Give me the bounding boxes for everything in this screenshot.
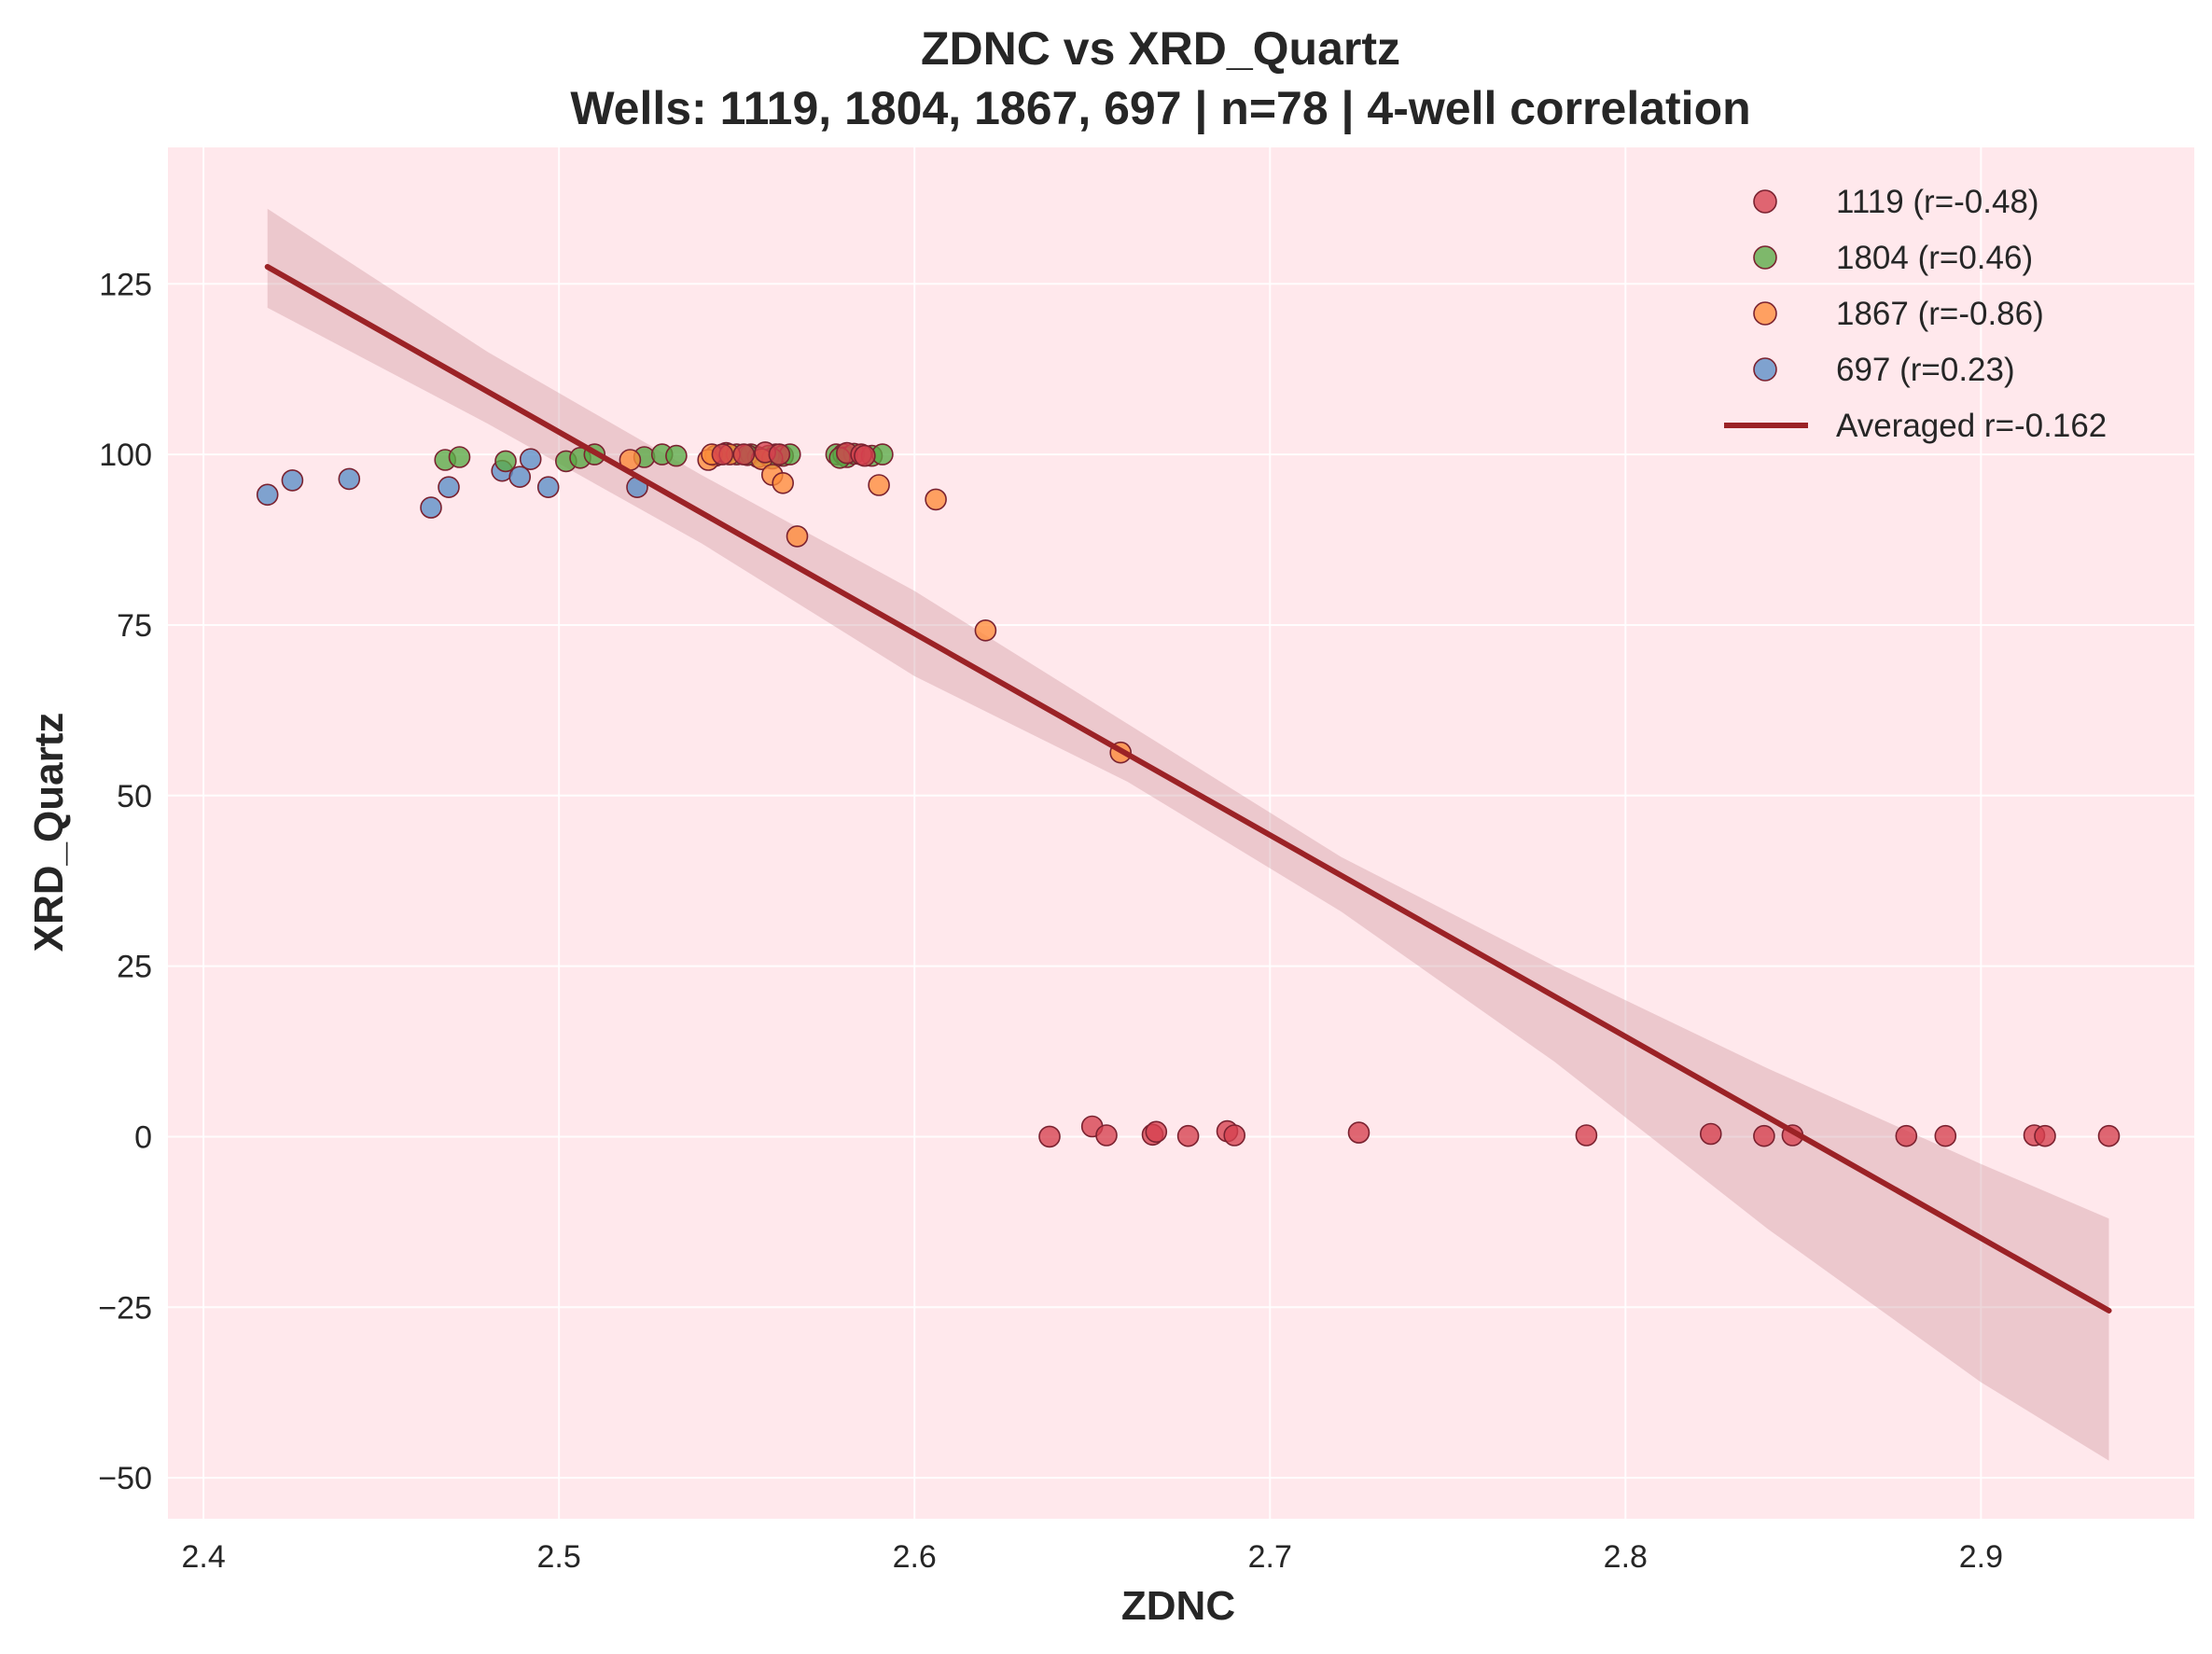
data-point-1119 [1700,1122,1722,1146]
x-tick-label: 2.4 [181,1539,225,1575]
legend-label: 1119 (r=-0.48) [1836,184,2039,220]
data-point-697 [256,483,279,507]
y-tick-label: −25 [98,1290,152,1326]
y-tick-label: 75 [117,608,152,644]
data-point-1119 [2034,1124,2056,1147]
data-point-1804 [448,446,471,468]
data-point-697 [519,448,542,471]
legend-marker [1753,301,1777,326]
y-axis-label: XRD_Quartz [26,713,72,952]
data-point-697 [438,476,460,499]
data-point-1804 [494,450,517,473]
data-point-1119 [768,443,791,466]
data-point-1867 [868,474,890,496]
y-tick-label: 25 [117,950,152,985]
y-tick-label: 0 [134,1119,152,1155]
legend-label: 1867 (r=-0.86) [1836,296,2044,332]
data-point-1867 [974,619,997,642]
data-point-1119 [1895,1124,1918,1147]
data-point-1119 [1176,1124,1200,1147]
regression-line [264,263,2112,1313]
data-point-1867 [786,525,809,548]
data-point-1867 [772,471,795,494]
legend-marker [1753,357,1777,382]
x-tick-label: 2.6 [893,1539,937,1575]
data-point-1119 [1934,1124,1957,1147]
data-point-1119 [1347,1121,1370,1144]
y-tick-label: 100 [99,438,152,473]
data-point-697 [281,469,304,492]
legend-marker [1753,245,1777,270]
confidence-band [267,208,2109,1461]
data-point-1119 [1753,1124,1775,1147]
x-tick-label: 2.5 [537,1539,581,1575]
y-tick-label: −50 [98,1461,152,1496]
x-tick-label: 2.9 [1959,1539,2003,1575]
x-tick-label: 2.8 [1604,1539,1648,1575]
legend-label: 697 (r=0.23) [1836,352,2015,388]
plot-area [168,147,2194,1519]
data-point-697 [536,476,560,499]
data-point-1119 [854,444,876,467]
data-point-1119 [711,443,734,466]
data-point-1867 [925,488,947,511]
data-point-1119 [732,443,756,466]
data-point-1119 [1223,1124,1245,1147]
x-tick-label: 2.7 [1248,1539,1292,1575]
data-point-697 [420,496,442,519]
data-point-1119 [1095,1124,1118,1147]
legend-label: 1804 (r=0.46) [1836,240,2033,276]
data-point-1119 [1038,1125,1061,1148]
data-point-697 [338,467,361,491]
data-point-1804 [665,444,688,467]
legend-marker [1753,189,1777,214]
data-point-1119 [1575,1124,1598,1147]
y-tick-label: 50 [117,779,152,814]
chart-subtitle: Wells: 1119, 1804, 1867, 697 | n=78 | 4-… [570,82,1750,135]
plot-background [168,147,2194,1519]
legend: 1119 (r=-0.48) 1804 (r=0.46) 1867 (r=-0.86… [1724,184,2107,444]
x-axis-label: ZDNC [1121,1583,1235,1629]
data-point-1119 [2097,1124,2121,1147]
chart-title: ZDNC vs XRD_Quartz [921,22,1400,75]
legend-label: Averaged r=-0.162 [1836,408,2107,444]
y-tick-label: 125 [99,267,152,302]
data-point-1119 [1145,1120,1168,1144]
data-point-697 [508,466,532,489]
